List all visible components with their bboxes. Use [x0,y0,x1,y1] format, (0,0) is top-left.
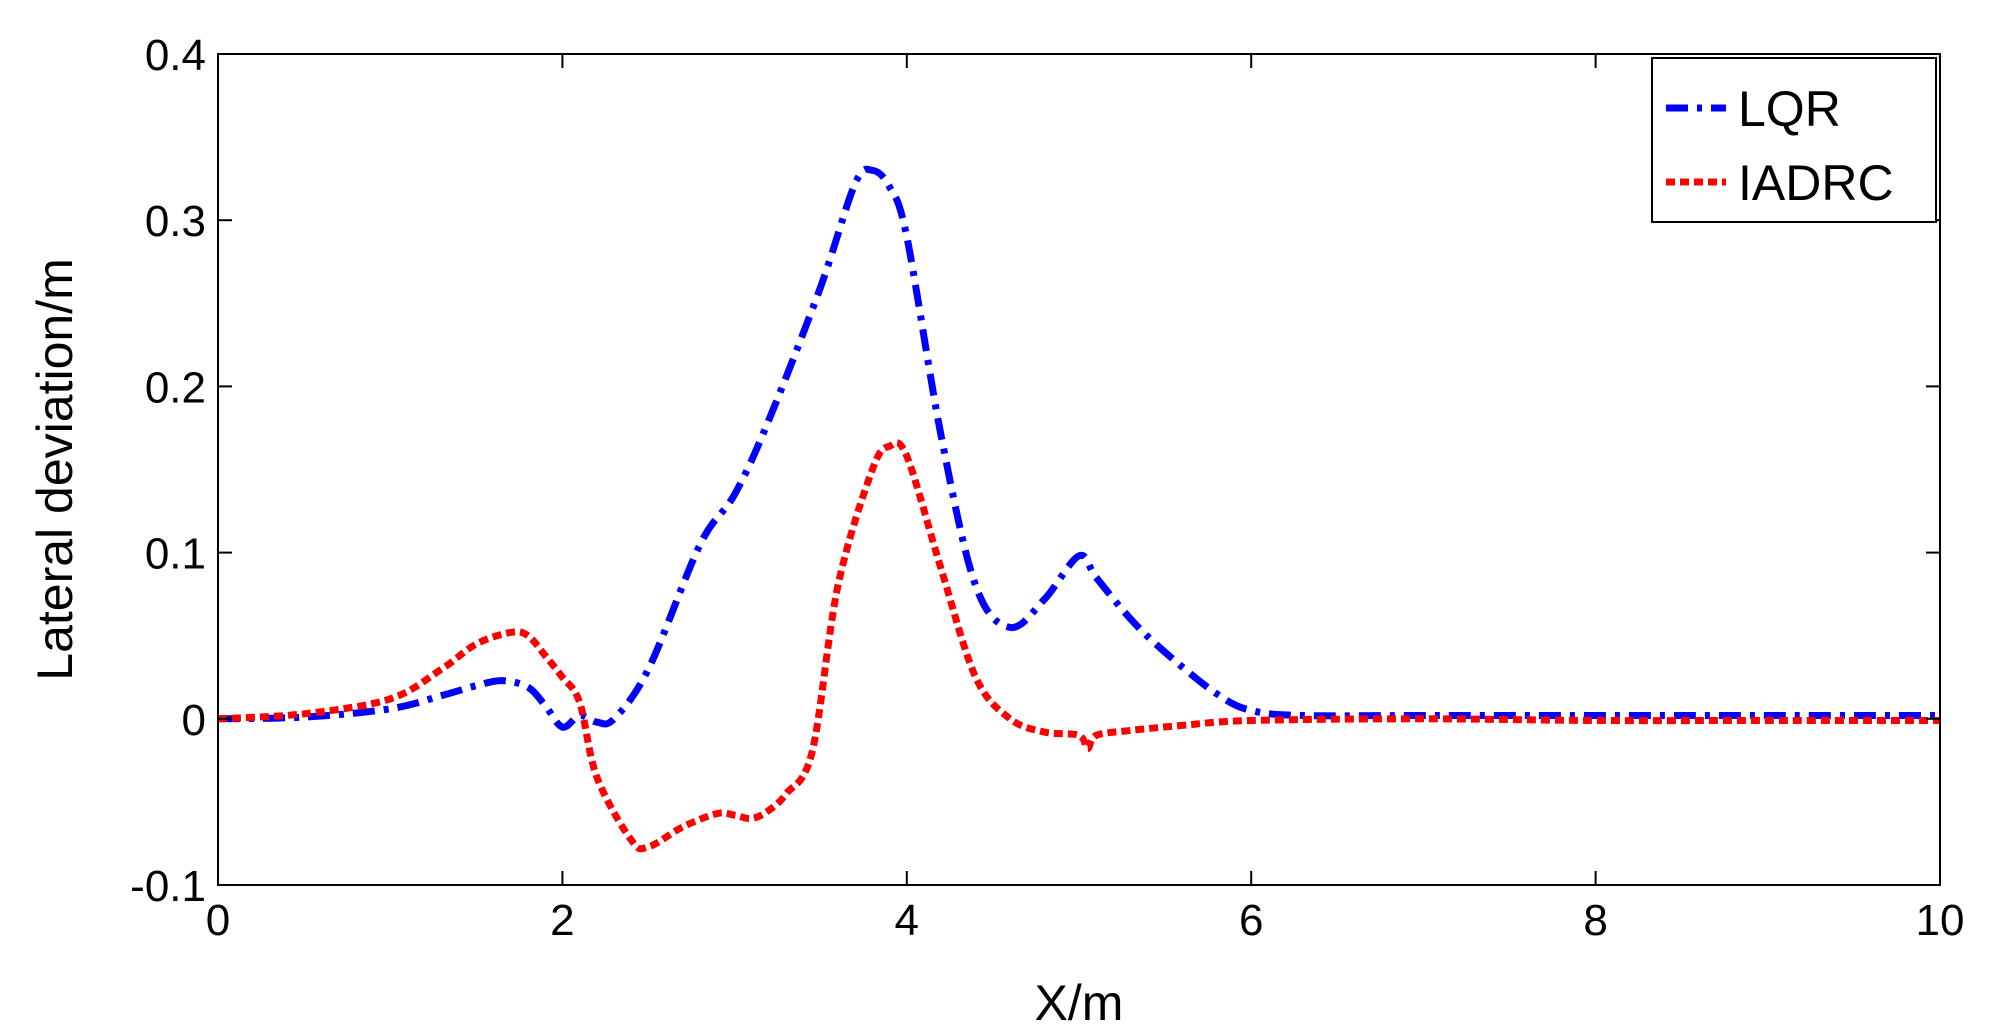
x-tick-label: 8 [1583,896,1607,945]
y-tick-label: 0.2 [145,363,206,412]
legend: LQR IADRC [1651,57,1937,223]
y-tick-label: 0.1 [145,530,206,579]
axes-frame [217,53,1941,886]
legend-box [1651,57,1937,223]
series-line-iadrc [217,439,1940,853]
x-tick-label: 10 [1916,896,1965,945]
y-tick-label: 0.4 [145,31,206,80]
legend-label-iadrc: IADRC [1738,155,1894,211]
legend-label-lqr: LQR [1738,81,1841,137]
series-layer [217,165,1940,853]
x-tick-label: 0 [206,896,230,945]
y-axis-title: Lateral deviation/m [27,258,83,680]
y-tick-label: 0 [182,696,206,745]
y-tick-label: 0.3 [145,197,206,246]
x-axis-title: X/m [1035,975,1124,1031]
x-tick-label: 6 [1239,896,1263,945]
axes-layer: 0 2 4 6 8 10-0.100.10.20.30.4 [130,31,1964,945]
y-tick-label: -0.1 [130,862,206,911]
x-tick-label: 4 [895,896,919,945]
series-line-lqr [217,165,1940,731]
x-tick-label: 2 [550,896,574,945]
